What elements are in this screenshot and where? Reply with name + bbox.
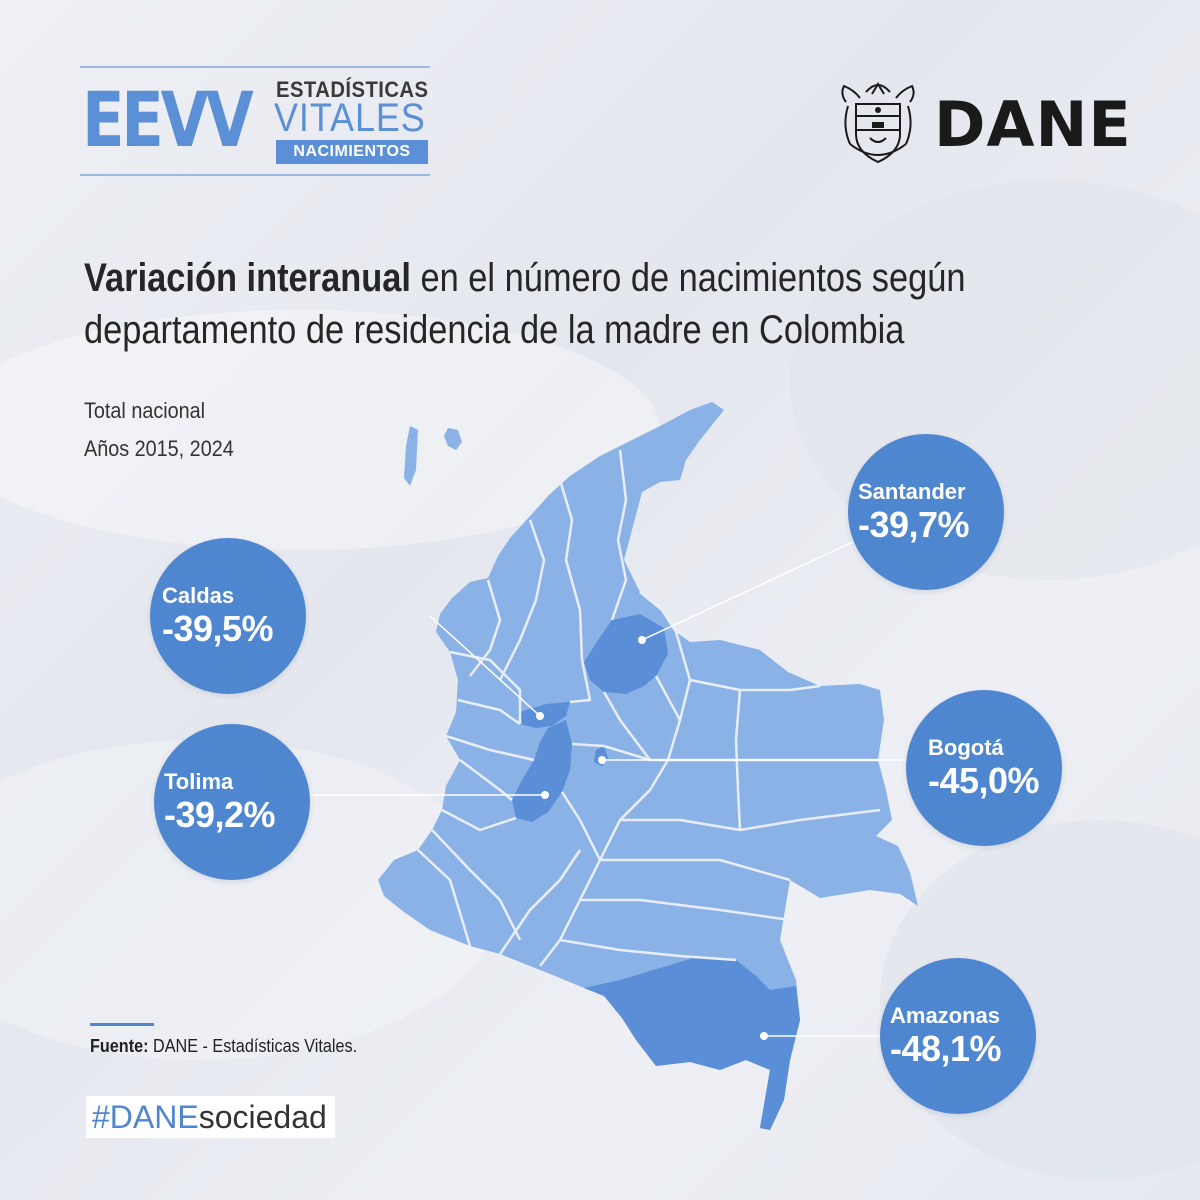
eevv-logo-line2: VITALES: [274, 96, 426, 140]
callout-name: Caldas: [162, 583, 235, 608]
callout-name: Santander: [858, 479, 966, 504]
logo-bottom-rule: [80, 174, 430, 176]
callout-santander: Santander -39,7%: [848, 434, 1004, 590]
callout-value: -45,0%: [928, 760, 1040, 801]
callout-value: -39,2%: [164, 794, 276, 835]
hashtag-part2: sociedad: [198, 1099, 327, 1135]
dane-wordmark: DANE: [934, 88, 1132, 161]
leader-caldas: [429, 615, 541, 717]
callout-value: -39,5%: [162, 608, 274, 649]
callout-value: -48,1%: [890, 1028, 1002, 1069]
source-text: DANE - Estadísticas Vitales.: [148, 1036, 358, 1056]
leader-santander: [641, 533, 871, 641]
page-title: Variación interanual en el número de nac…: [84, 252, 970, 356]
dot-bogota: [598, 756, 606, 764]
callout-bogota: Bogotá -45,0%: [906, 690, 1062, 846]
colombia-coat-of-arms-icon: [841, 82, 915, 164]
department-amazonas: [584, 956, 800, 1130]
title-line-2: departamento de residencia de la madre e…: [84, 308, 905, 352]
subtitle-years: Años 2015, 2024: [84, 436, 234, 461]
callout-value: -39,7%: [858, 504, 970, 545]
department-santander: [584, 614, 668, 694]
source-label: Fuente:: [90, 1036, 149, 1056]
dot-amazonas: [760, 1032, 768, 1040]
eevv-logo-line1: ESTADÍSTICAS: [276, 77, 429, 102]
hashtag-part1: #DANE: [92, 1099, 199, 1135]
eevv-logo-big: EEVV: [82, 75, 254, 164]
subtitle: Total nacional Años 2015, 2024: [84, 392, 234, 468]
source-note: Fuente: DANE - Estadísticas Vitales.: [90, 1036, 357, 1057]
callout-caldas: Caldas -39,5%: [150, 538, 306, 694]
source-rule: [90, 1023, 154, 1026]
providencia-island: [444, 428, 462, 450]
dot-caldas: [536, 712, 544, 720]
hashtag-badge: #DANEsociedad: [86, 1096, 335, 1138]
subtitle-scope: Total nacional: [84, 398, 206, 423]
callout-name: Tolima: [164, 769, 234, 794]
department-borders: [417, 449, 881, 967]
dane-logo: DANE: [836, 76, 1131, 172]
san-andres-island: [404, 426, 418, 486]
title-bold: Variación interanual: [84, 256, 411, 300]
dot-tolima: [541, 791, 549, 799]
callout-tolima: Tolima -39,2%: [154, 724, 310, 880]
eevv-logo: EEVV ESTADÍSTICAS VITALES NACIMIENTOS: [80, 66, 430, 176]
callout-name: Bogotá: [928, 735, 1004, 760]
marker-dots: [536, 636, 768, 1040]
title-line-1: Variación interanual en el número de nac…: [84, 252, 970, 304]
dot-santander: [638, 636, 646, 644]
department-tolima: [512, 720, 572, 822]
leader-lines: [308, 533, 908, 1037]
eevv-logo-tag: NACIMIENTOS: [276, 140, 428, 164]
callout-name: Amazonas: [890, 1003, 1001, 1028]
callout-amazonas: Amazonas -48,1%: [880, 958, 1036, 1114]
logo-top-rule: [80, 66, 430, 68]
title-rest-line1: en el número de nacimientos según: [410, 256, 966, 300]
mainland: [378, 402, 918, 1130]
